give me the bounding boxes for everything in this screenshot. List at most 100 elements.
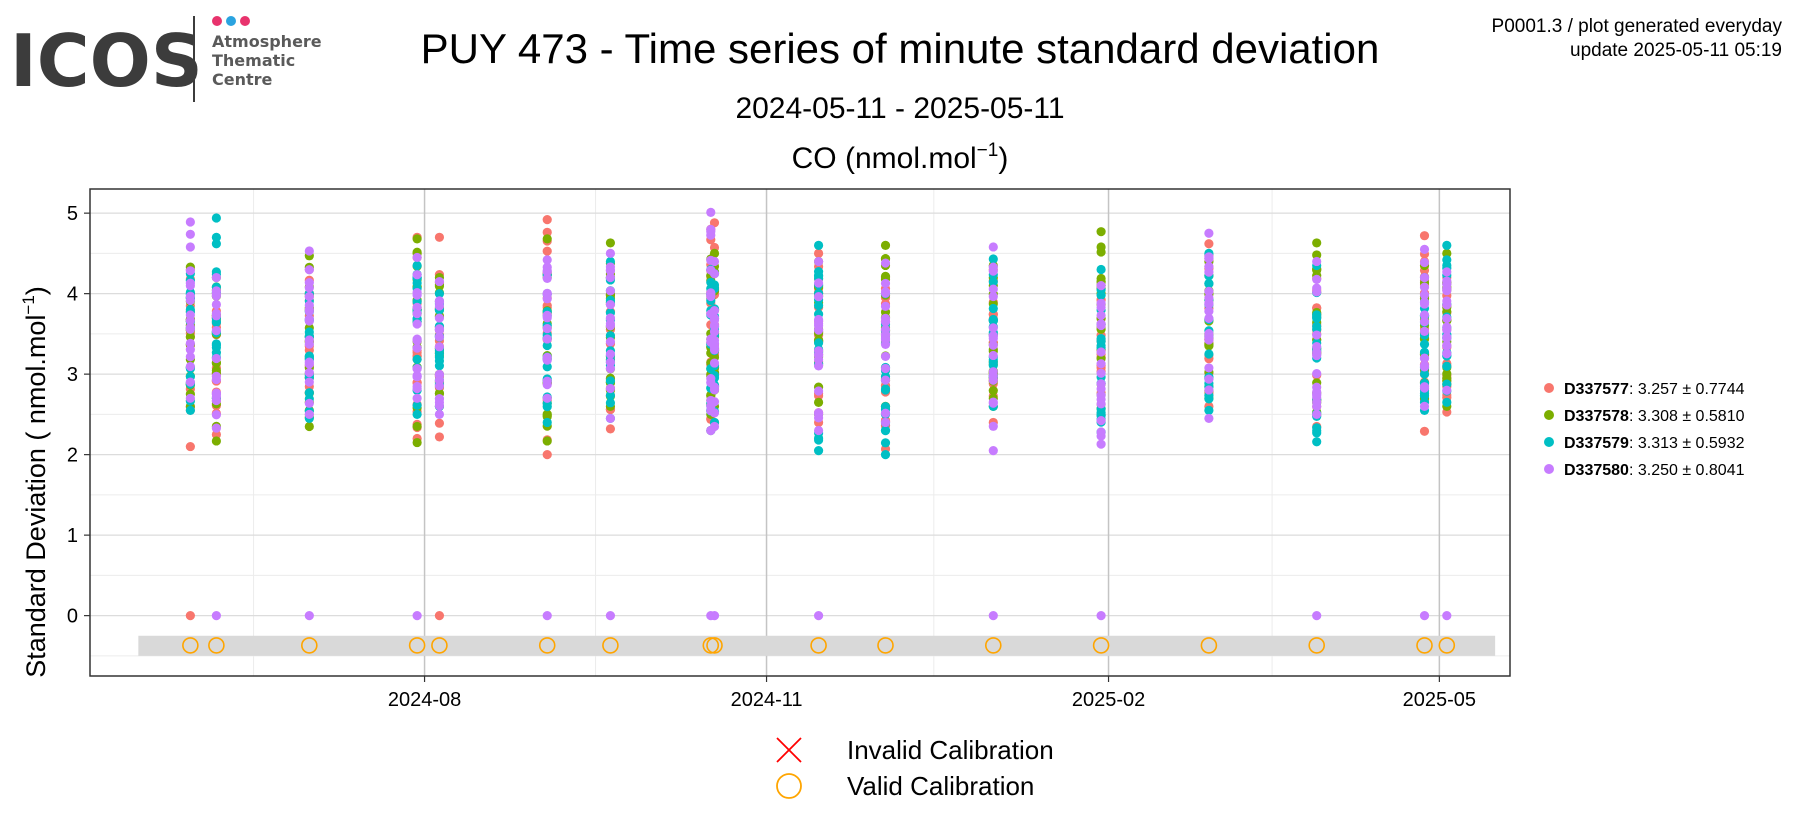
data-point: [988, 284, 998, 294]
legend-series-name: D337579: [1564, 435, 1629, 452]
data-point: [988, 446, 998, 456]
data-point: [1204, 374, 1214, 384]
data-point: [605, 300, 616, 310]
data-point: [412, 234, 422, 244]
data-point: [605, 390, 616, 401]
data-point: [880, 258, 891, 268]
data-point: [813, 325, 824, 335]
data-point: [1204, 405, 1214, 415]
data-point: [1312, 283, 1322, 293]
data-point: [706, 207, 716, 217]
data-point: [1096, 320, 1106, 331]
data-point: [709, 385, 720, 395]
data-point: [542, 417, 552, 428]
data-point: [211, 342, 221, 353]
x-tick-label: 2025-02: [1072, 689, 1145, 711]
data-point: [1204, 363, 1214, 373]
data-point: [185, 229, 195, 239]
data-point: [988, 291, 998, 302]
data-point: [605, 238, 616, 248]
data-point: [211, 232, 221, 242]
data-point: [434, 342, 445, 352]
data-point: [709, 280, 720, 290]
data-point: [1442, 397, 1452, 407]
data-point: [412, 421, 422, 432]
data-point-zero: [813, 611, 824, 621]
data-point: [709, 342, 720, 352]
data-point: [605, 364, 616, 374]
data-point: [880, 271, 891, 281]
logo-sub-2: Thematic: [212, 51, 295, 70]
data-point-zero: [605, 611, 616, 621]
data-point: [185, 266, 195, 276]
x-tick-label: 2024-08: [388, 689, 461, 711]
y-axis-label-sup: −1: [19, 295, 38, 314]
data-point: [1442, 248, 1452, 258]
legend-label: D337579: 3.313 ± 0.5932: [1564, 435, 1745, 452]
data-point: [211, 371, 221, 381]
data-point: [988, 375, 998, 385]
calibration-marker: [706, 637, 723, 654]
data-point: [813, 338, 824, 348]
data-point: [605, 248, 616, 258]
data-point: [211, 410, 221, 420]
data-point: [988, 350, 998, 361]
data-point: [1204, 286, 1214, 296]
data-point: [185, 217, 195, 227]
data-point: [880, 301, 891, 311]
data-point: [185, 281, 195, 291]
data-point: [880, 450, 891, 460]
data-point: [434, 418, 445, 428]
data-point: [211, 389, 221, 399]
chart-title: CO (nmol.mol−1): [792, 140, 1009, 175]
data-point: [211, 299, 221, 310]
data-point: [185, 393, 195, 403]
legend-series-name: D337578: [1564, 408, 1629, 425]
data-point: [1204, 306, 1214, 316]
data-point: [412, 252, 422, 263]
data-point: [880, 438, 891, 448]
data-point: [434, 296, 445, 306]
data-point: [211, 317, 221, 327]
data-point-zero: [542, 611, 552, 621]
data-point-zero: [185, 611, 195, 621]
legend-swatch: [1544, 383, 1554, 393]
data-point: [1442, 286, 1452, 296]
data-point: [542, 334, 552, 344]
data-point: [880, 317, 891, 327]
data-point: [813, 413, 824, 423]
legend-swatch: [1544, 410, 1554, 420]
data-point: [709, 315, 720, 325]
data-point-zero: [1442, 611, 1452, 621]
calibration-marker: [208, 637, 225, 654]
data-point: [1096, 264, 1106, 275]
chart-title-tail: ): [998, 142, 1008, 175]
data-point: [412, 409, 422, 419]
data-point: [304, 409, 314, 419]
data-point: [185, 361, 195, 372]
data-point: [1419, 383, 1430, 393]
data-point: [542, 340, 552, 351]
data-point: [605, 413, 616, 424]
data-point: [542, 267, 552, 277]
data-point: [709, 269, 720, 279]
data-point: [185, 291, 195, 301]
data-point: [1096, 384, 1106, 394]
data-point: [1204, 385, 1214, 395]
data-point: [605, 337, 616, 347]
logo-dot: [212, 16, 222, 26]
legend-label: D337578: 3.308 ± 0.5810: [1564, 408, 1745, 425]
logo-dot: [240, 16, 250, 26]
data-point: [1096, 290, 1106, 300]
data-point: [304, 283, 314, 293]
logo-sub-3: Centre: [212, 70, 273, 89]
data-point: [211, 272, 221, 283]
data-point: [211, 213, 221, 223]
data-point-zero: [988, 611, 998, 621]
calibration-marker: [538, 637, 556, 654]
data-point: [709, 248, 720, 258]
data-point: [1204, 228, 1214, 238]
data-point: [1096, 280, 1106, 291]
data-point: [1442, 361, 1452, 371]
data-point: [434, 313, 445, 323]
